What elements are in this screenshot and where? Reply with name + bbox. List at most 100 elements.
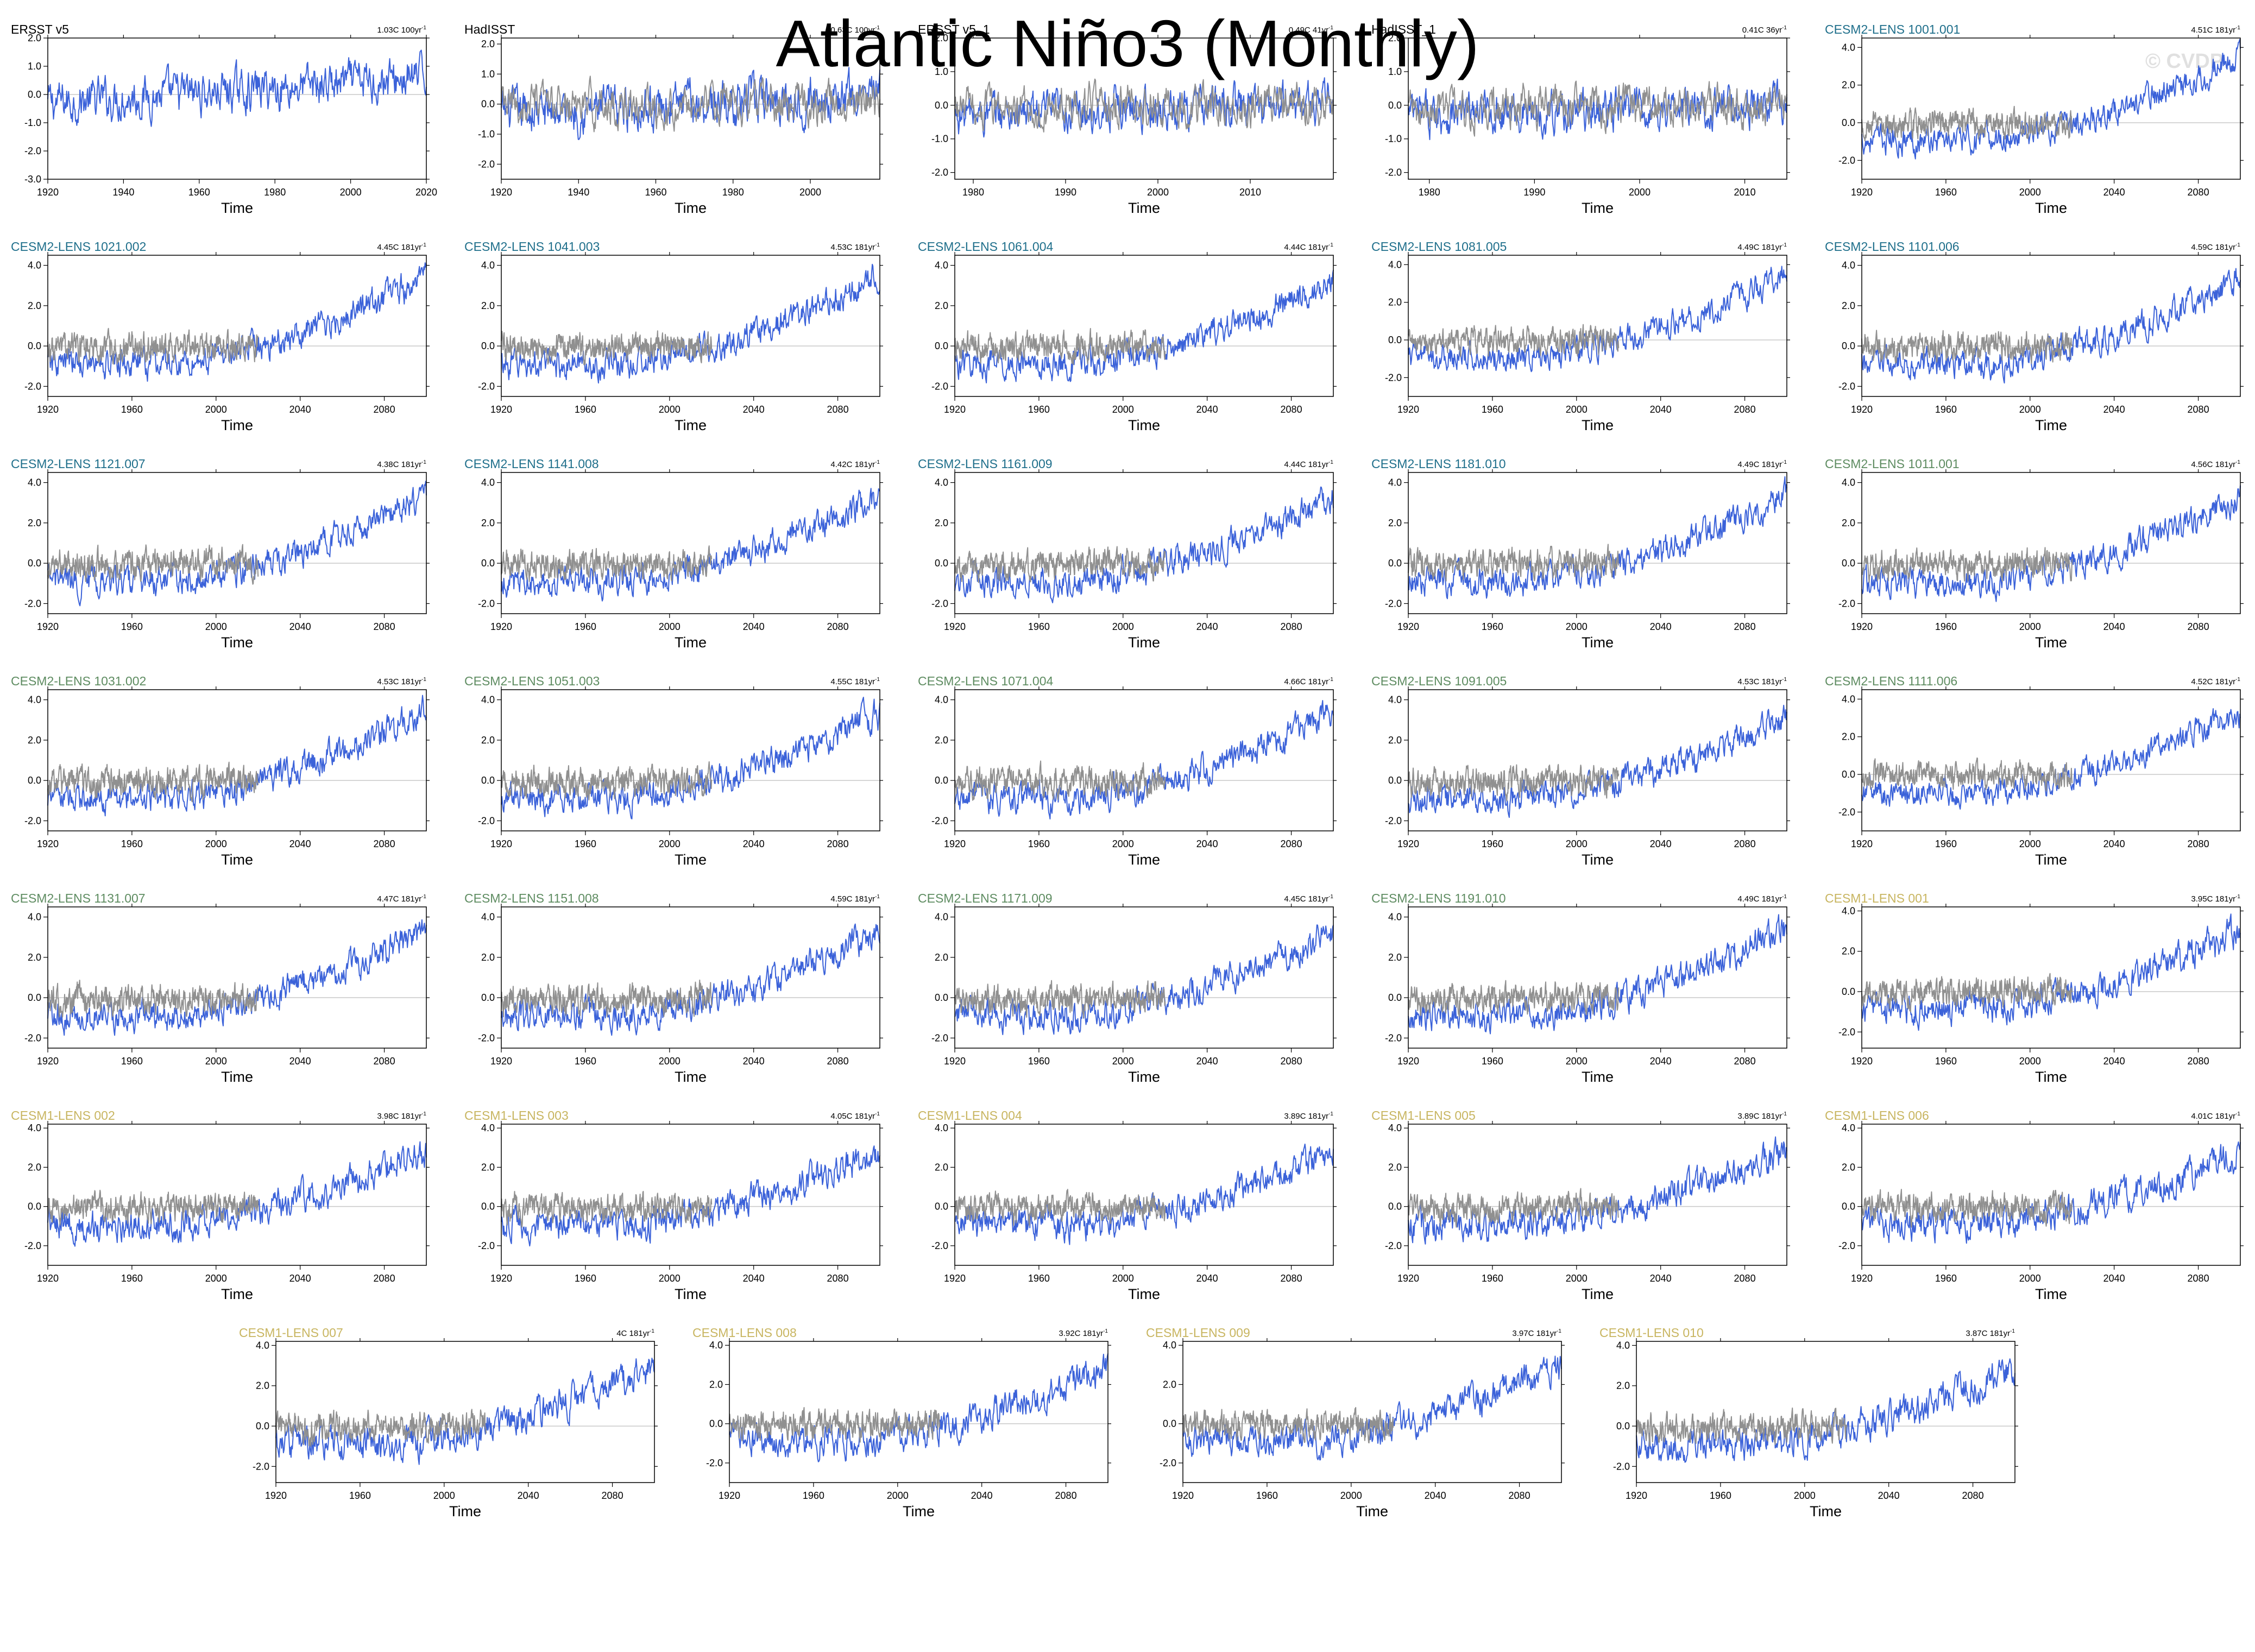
trend-label: 3.89C 181yr-1 bbox=[1737, 1111, 1787, 1121]
series-line-model bbox=[47, 481, 427, 607]
x-tick-label: 1960 bbox=[803, 1490, 824, 1501]
series-line-model bbox=[47, 695, 427, 817]
trend-exponent: -1 bbox=[2235, 894, 2240, 900]
x-tick-label: 2080 bbox=[1055, 1490, 1077, 1501]
x-tick-label: 1920 bbox=[1172, 1490, 1194, 1501]
x-tick-label: 1960 bbox=[1482, 1273, 1503, 1284]
plot-frame bbox=[954, 37, 1334, 180]
panel-title: CESM2-LENS 1131.007 bbox=[11, 891, 146, 905]
panel-title: CESM2-LENS 1191.010 bbox=[1371, 891, 1506, 905]
x-axis-label: Time bbox=[2035, 634, 2067, 651]
trend-label: 4.44C 181yr-1 bbox=[1284, 459, 1333, 469]
x-tick-label: 1960 bbox=[1935, 621, 1957, 632]
trend-label: 4.44C 181yr-1 bbox=[1284, 242, 1333, 252]
y-tick-label: 2.0 bbox=[481, 39, 495, 49]
y-tick-label: 4.0 bbox=[1842, 260, 1855, 271]
x-tick-label: 2000 bbox=[205, 838, 227, 849]
x-axis-label: Time bbox=[1810, 1503, 1842, 1519]
x-tick-label: 1920 bbox=[1397, 838, 1419, 849]
series-line-observed bbox=[1408, 324, 1620, 357]
x-tick-label: 1960 bbox=[1482, 838, 1503, 849]
y-tick-label: -2.0 bbox=[478, 159, 495, 169]
x-tick-label: 1990 bbox=[1523, 187, 1545, 198]
y-tick-label: -2.0 bbox=[1838, 155, 1855, 166]
x-tick-label: 1980 bbox=[962, 187, 984, 198]
trend-exponent: -1 bbox=[1103, 1328, 1108, 1334]
chart-svg: CESM1-LENS 003 4.05C 181yr-1 1920 1960 2000 2… bbox=[464, 1108, 883, 1302]
y-tick-label: 0.0 bbox=[1388, 558, 1402, 569]
y-tick-label: -2.0 bbox=[478, 815, 495, 826]
chart-panel: CESM2-LENS 1111.006 4.52C 181yr-1 1920 1960… bbox=[1825, 668, 2246, 869]
x-tick-label: 1960 bbox=[1028, 621, 1050, 632]
x-tick-label: 2080 bbox=[1509, 1490, 1530, 1501]
x-tick-label: 2040 bbox=[518, 1490, 539, 1501]
series-line-model bbox=[1408, 476, 1787, 600]
x-tick-label: 1960 bbox=[349, 1490, 371, 1501]
plot-frame bbox=[729, 1341, 1108, 1483]
y-tick-label: 0.0 bbox=[1388, 992, 1402, 1003]
chart-panel: HadISST 0.63C 100yr-1 1920 1940 1960 1980 2000… bbox=[464, 16, 885, 217]
trend-exponent: -1 bbox=[1782, 25, 1787, 31]
chart-panel: CESM2-LENS 1101.006 4.59C 181yr-1 1920 1960… bbox=[1825, 234, 2246, 434]
x-tick-label: 2000 bbox=[205, 404, 227, 415]
trend-exponent: -1 bbox=[2235, 25, 2240, 31]
x-tick-label: 2080 bbox=[2188, 1273, 2209, 1284]
chart-svg: ERSST v5_1 0.49C 41yr-1 1980 1990 2000 2010 -2… bbox=[918, 22, 1337, 216]
plot-frame bbox=[501, 37, 880, 180]
x-axis-label: Time bbox=[1582, 200, 1614, 216]
series-line-observed bbox=[1861, 105, 2073, 142]
y-tick-label: 2.0 bbox=[481, 518, 495, 528]
y-tick-label: 2.0 bbox=[1842, 300, 1855, 311]
y-tick-label: -2.0 bbox=[1385, 1032, 1402, 1043]
x-tick-label: 1960 bbox=[1935, 1056, 1957, 1067]
y-tick-label: 2.0 bbox=[481, 300, 495, 311]
y-tick-label: 2.0 bbox=[1616, 1380, 1630, 1391]
x-tick-label: 1920 bbox=[265, 1490, 287, 1501]
series-line-model bbox=[1408, 266, 1787, 373]
panel-title: ERSST v5_1 bbox=[918, 22, 990, 36]
x-tick-label: 2040 bbox=[289, 1056, 311, 1067]
series-line-observed bbox=[501, 545, 713, 582]
x-tick-label: 2000 bbox=[2019, 621, 2041, 632]
trend-exponent: -1 bbox=[1328, 242, 1333, 248]
x-tick-label: 1920 bbox=[944, 621, 966, 632]
x-tick-label: 2040 bbox=[1650, 1056, 1672, 1067]
x-tick-label: 2080 bbox=[374, 1056, 395, 1067]
x-tick-label: 1960 bbox=[121, 621, 143, 632]
y-tick-label: 0.0 bbox=[256, 1421, 269, 1432]
chart-svg: CESM2-LENS 1061.004 4.44C 181yr-1 1920 1960… bbox=[918, 239, 1337, 433]
y-tick-label: -2.0 bbox=[1838, 381, 1855, 392]
plot-frame bbox=[1861, 906, 2241, 1049]
x-tick-label: 2040 bbox=[2103, 404, 2125, 415]
trend-label: 4.53C 181yr-1 bbox=[1737, 677, 1787, 686]
x-tick-label: 2000 bbox=[1112, 838, 1134, 849]
y-tick-label: 2.0 bbox=[1842, 732, 1855, 742]
y-tick-label: 0.0 bbox=[935, 775, 948, 786]
series-line-observed bbox=[501, 1190, 713, 1228]
plot-frame bbox=[954, 1124, 1334, 1266]
trend-label: 4.51C 181yr-1 bbox=[2191, 25, 2240, 35]
x-axis-label: Time bbox=[221, 200, 253, 216]
x-tick-label: 2000 bbox=[799, 187, 821, 198]
chart-svg: CESM2-LENS 1051.003 4.55C 181yr-1 1920 1960… bbox=[464, 674, 883, 868]
y-tick-label: -2.0 bbox=[1160, 1458, 1176, 1468]
y-tick-label: -2.0 bbox=[1613, 1461, 1630, 1472]
series-line-observed bbox=[954, 546, 1166, 583]
chart-panel: CESM1-LENS 005 3.89C 181yr-1 1920 1960 2000 2… bbox=[1371, 1102, 1792, 1303]
y-tick-label: 0.0 bbox=[1842, 117, 1855, 128]
x-tick-label: 2080 bbox=[827, 1056, 849, 1067]
trend-label: 4.53C 181yr-1 bbox=[377, 677, 426, 686]
x-tick-label: 2040 bbox=[2103, 1056, 2125, 1067]
y-tick-label: 0.0 bbox=[1616, 1421, 1630, 1432]
x-tick-label: 2080 bbox=[2188, 404, 2209, 415]
chart-svg: CESM2-LENS 1071.004 4.66C 181yr-1 1920 1960… bbox=[918, 674, 1337, 868]
plot-frame bbox=[954, 689, 1334, 831]
x-axis-label: Time bbox=[1582, 1286, 1614, 1302]
x-tick-label: 1920 bbox=[37, 1273, 59, 1284]
y-tick-label: 4.0 bbox=[1842, 42, 1855, 53]
x-tick-label: 1920 bbox=[944, 404, 966, 415]
y-tick-label: 4.0 bbox=[1388, 912, 1402, 923]
trend-exponent: -1 bbox=[421, 25, 426, 31]
panel-title: CESM2-LENS 1081.005 bbox=[1371, 239, 1507, 254]
y-tick-label: 0.0 bbox=[481, 992, 495, 1003]
